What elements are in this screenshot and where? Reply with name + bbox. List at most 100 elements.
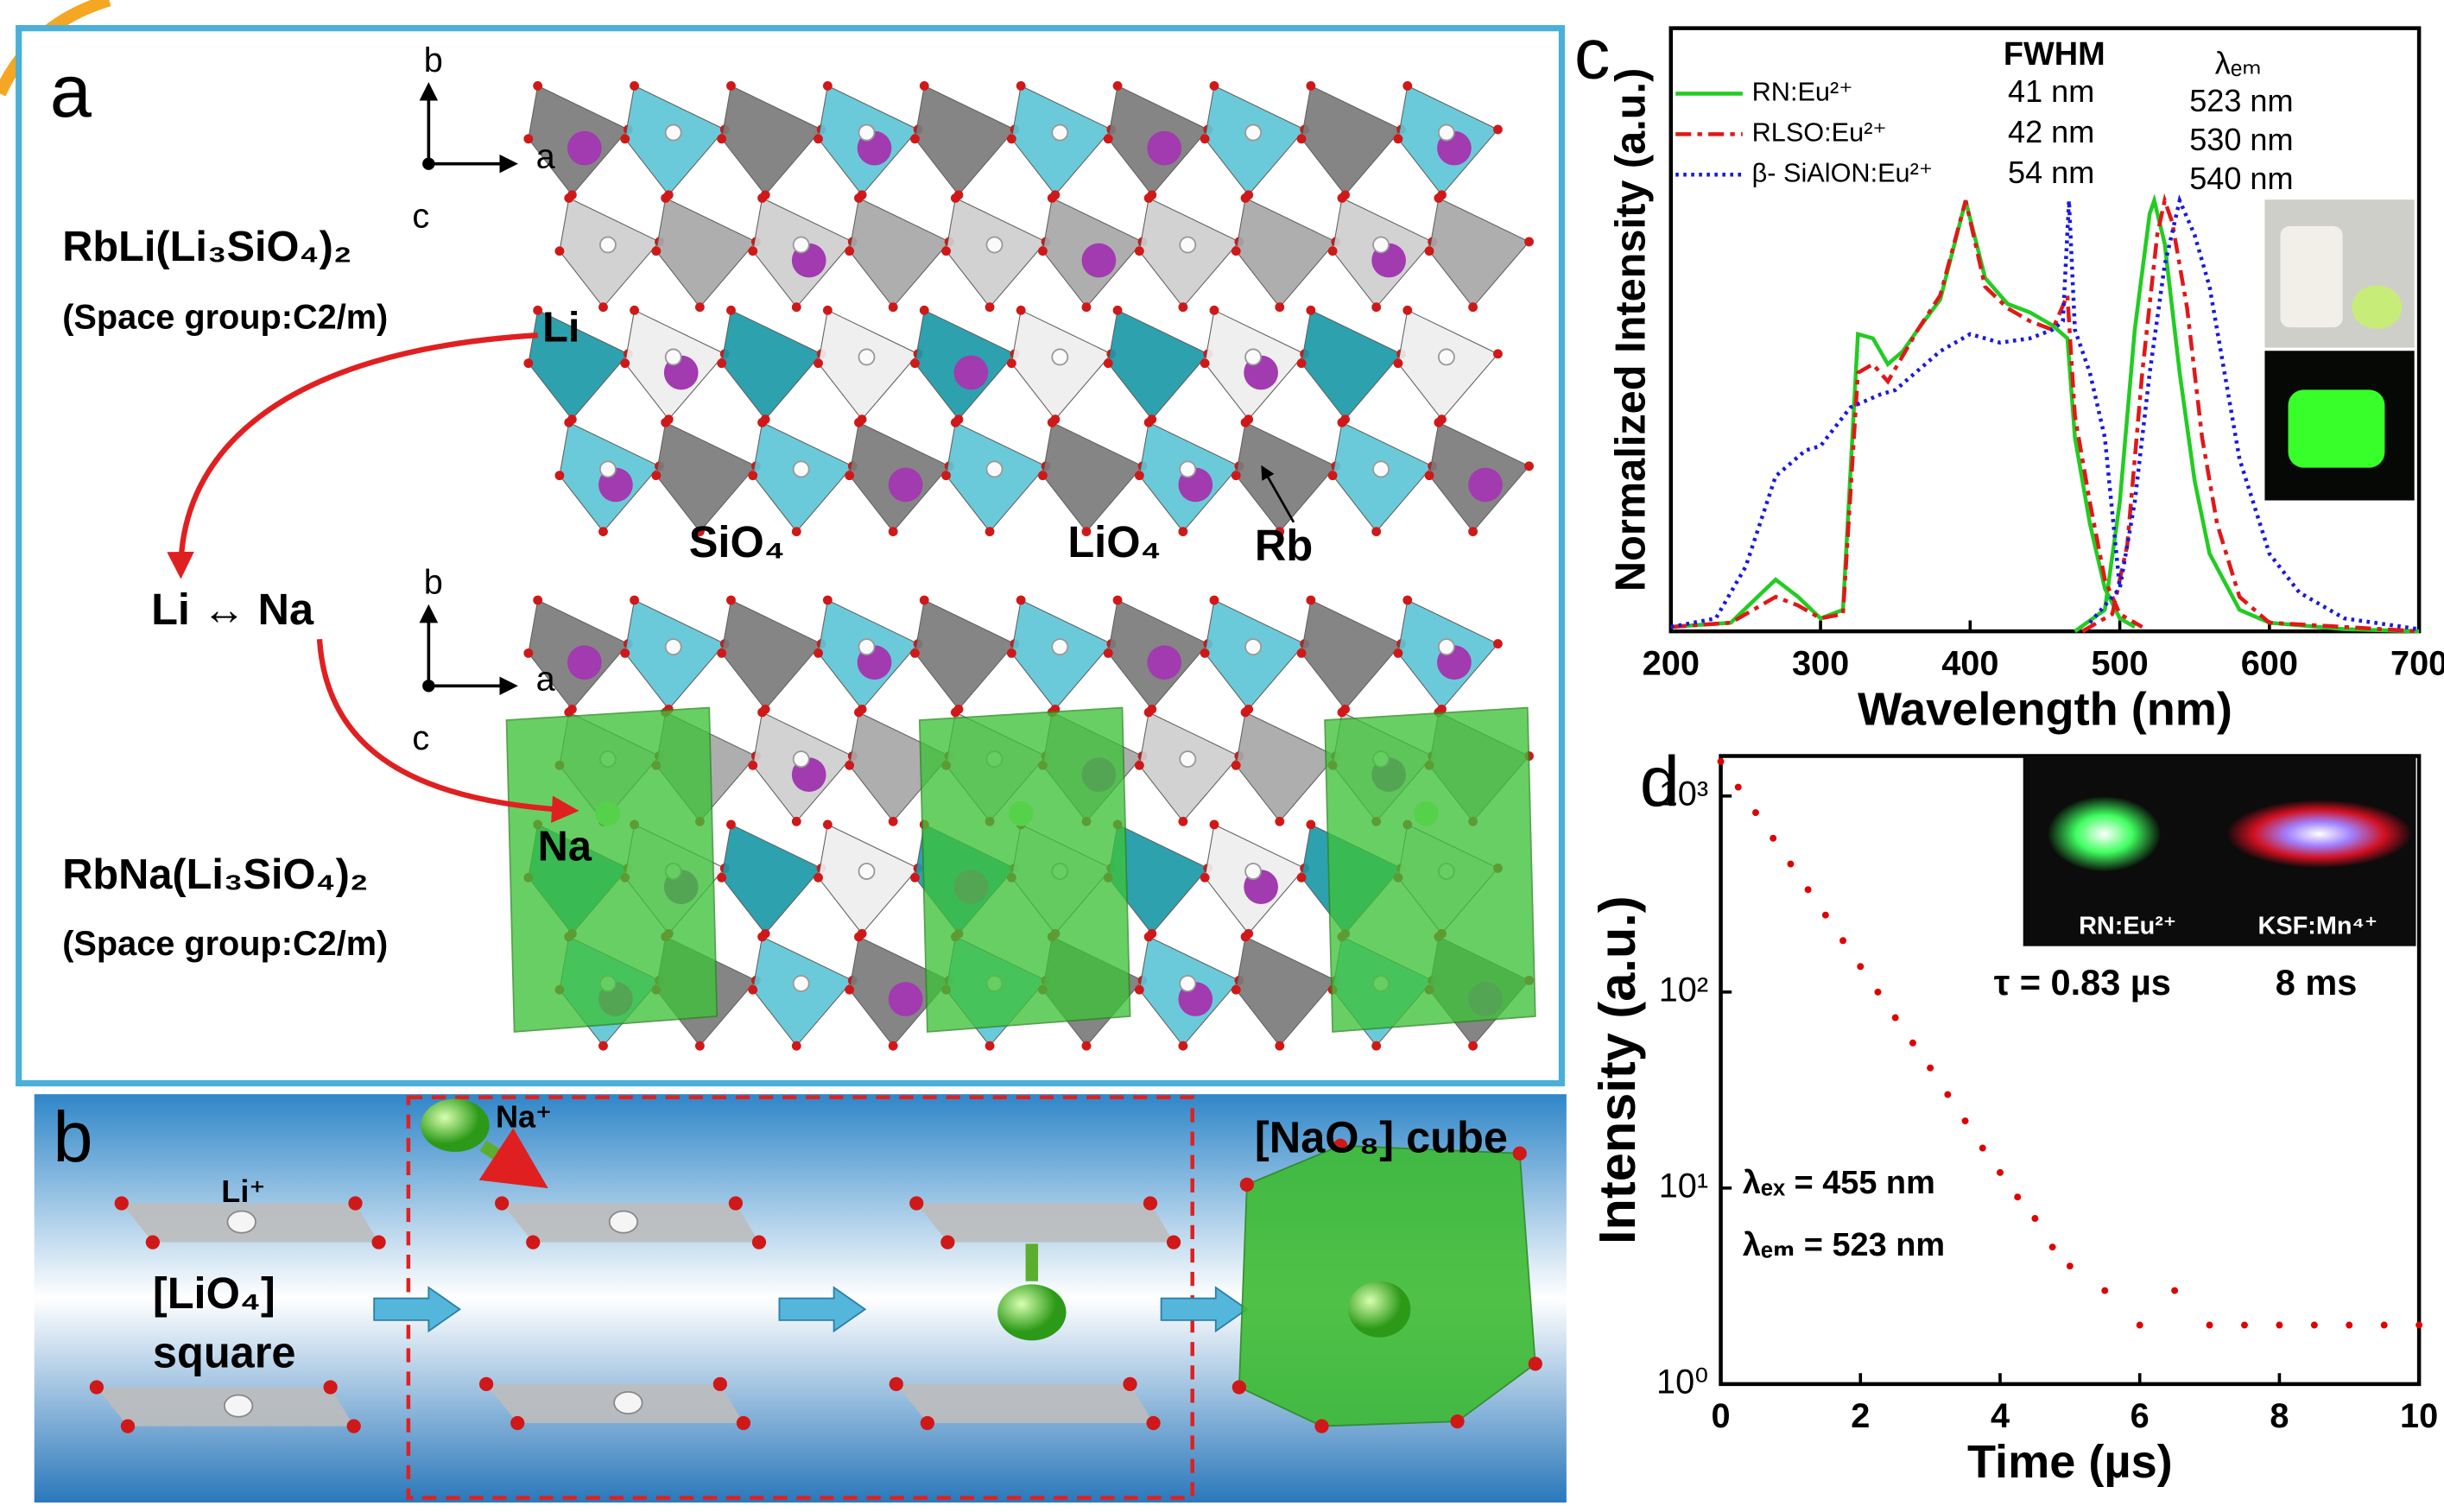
ion-label: Na⁺ [496, 1099, 552, 1135]
oxygen [854, 932, 864, 941]
oxygen [951, 193, 960, 203]
oxygen [726, 819, 736, 829]
oxygen [890, 1377, 903, 1391]
oxygen [757, 932, 767, 941]
figure: a b a c RbLi(Li₃SiO₄)₂ (Space group:C2/m… [0, 0, 2444, 1512]
inset-label: RN:Eu²⁺ [2079, 913, 2176, 940]
unit-label: SiO₄ [689, 517, 785, 566]
oxygen [726, 596, 736, 605]
li-atom [986, 237, 1002, 252]
li-atom [1439, 349, 1454, 364]
oxygen [1240, 1178, 1254, 1192]
nao8-prism [920, 708, 1130, 1032]
oxygen [814, 134, 823, 143]
oxygen [1016, 306, 1026, 315]
oxygen [909, 1196, 923, 1210]
na-atom [1414, 801, 1439, 826]
x-tick-label: 400 [1941, 644, 1998, 682]
oxygen [1468, 1041, 1478, 1051]
oxygen [564, 193, 573, 203]
x-axis-label: Time (µs) [1967, 1436, 2173, 1488]
oxygen [941, 471, 951, 480]
page: { "panel_a": {"label": "a", "axes_top": … [0, 0, 2444, 1512]
oxygen [1529, 1357, 1542, 1370]
oxygen [1082, 302, 1092, 312]
oxygen [533, 81, 542, 91]
oxygen [814, 648, 823, 658]
oxygen [1493, 349, 1503, 358]
oxygen [1200, 648, 1210, 658]
data-point [2049, 1243, 2056, 1250]
oxygen [1144, 418, 1154, 427]
atom-label: Na [538, 824, 592, 870]
oxygen [598, 1041, 608, 1051]
oxygen [90, 1380, 104, 1394]
data-point [1805, 886, 1812, 893]
fwhm-value: 41 nm [2008, 73, 2094, 109]
oxygen [371, 1235, 385, 1249]
data-point [2416, 1322, 2422, 1329]
lambda-value: 530 nm [2189, 122, 2293, 157]
oxygen [1425, 471, 1434, 480]
y-tick-label: 10¹ [1659, 1167, 1708, 1205]
oxygen [1434, 193, 1443, 203]
fwhm-value: 42 nm [2008, 114, 2094, 149]
oxygen [792, 817, 801, 826]
na-ion [1348, 1281, 1410, 1338]
oxygen [717, 134, 726, 143]
oxygen [1016, 81, 1026, 91]
oxygen [941, 246, 951, 256]
nao8-prism [1325, 708, 1535, 1032]
oxygen [1371, 527, 1381, 536]
oxygen [348, 1196, 362, 1210]
oxygen [920, 306, 929, 315]
oxygen [713, 1377, 727, 1391]
li-atom [1180, 461, 1195, 477]
oxygen [823, 596, 833, 605]
li-atom [1180, 237, 1195, 252]
oxygen [1200, 134, 1210, 143]
li-ion [610, 1211, 637, 1233]
x-tick-label: 300 [1792, 644, 1849, 682]
data-point [1857, 963, 1864, 970]
oxygen [661, 193, 670, 203]
oxygen [1338, 708, 1347, 718]
space-group: (Space group:C2/m) [62, 299, 388, 337]
oxygen [717, 648, 726, 658]
rb-atom [889, 982, 923, 1016]
data-point [1839, 937, 1846, 944]
data-point [1752, 809, 1759, 816]
oxygen [1231, 985, 1241, 995]
unit-label: LiO₄ [1067, 517, 1161, 566]
unit-label: [NaO₈] cube [1255, 1113, 1508, 1162]
oxygen [630, 306, 639, 315]
data-point [2137, 1322, 2143, 1329]
oxygen [1178, 527, 1187, 536]
unit-label: square [153, 1328, 296, 1377]
photo-powder [2352, 285, 2403, 329]
data-point [2031, 1215, 2038, 1222]
data-point [1892, 1015, 1899, 1022]
oxygen [620, 134, 630, 143]
x-tick-label: 0 [1712, 1397, 1731, 1435]
oxygen [1146, 1416, 1160, 1430]
data-point [1944, 1091, 1951, 1098]
oxygen [1135, 246, 1144, 256]
oxygen [1275, 1041, 1284, 1051]
oxygen [854, 418, 864, 427]
data-point [2067, 1262, 2074, 1269]
formula: RbLi(Li₃SiO₄)₂ [62, 224, 351, 270]
data-point [1979, 1145, 1986, 1152]
oxygen [1524, 237, 1534, 246]
oxygen [1297, 873, 1307, 883]
legend-label: RLSO:Eu²⁺ [1752, 117, 1887, 147]
axis-origin [422, 680, 434, 692]
oxygen [1241, 932, 1250, 941]
li-atom [1052, 639, 1067, 655]
space-group: (Space group:C2/m) [62, 925, 388, 963]
fwhm-title: FWHM [2004, 36, 2105, 73]
x-tick-label: 4 [1991, 1397, 2010, 1435]
data-point [2276, 1322, 2283, 1329]
oxygen [479, 1377, 493, 1391]
oxygen [845, 246, 854, 256]
